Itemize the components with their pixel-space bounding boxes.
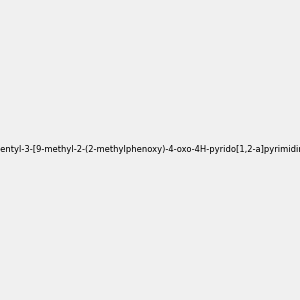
Text: (2E)-2-cyano-N-cyclopentyl-3-[9-methyl-2-(2-methylphenoxy)-4-oxo-4H-pyrido[1,2-a: (2E)-2-cyano-N-cyclopentyl-3-[9-methyl-2… bbox=[0, 146, 300, 154]
